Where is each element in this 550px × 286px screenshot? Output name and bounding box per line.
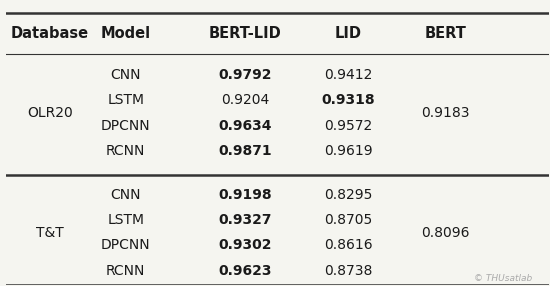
- Text: RCNN: RCNN: [106, 144, 145, 158]
- Text: 0.9412: 0.9412: [324, 68, 372, 82]
- Text: Model: Model: [101, 26, 151, 41]
- Text: OLR20: OLR20: [27, 106, 73, 120]
- Text: 0.9572: 0.9572: [324, 119, 372, 133]
- Text: LID: LID: [334, 26, 361, 41]
- Text: BERT: BERT: [425, 26, 466, 41]
- Text: 0.9623: 0.9623: [218, 264, 272, 278]
- Text: 0.9327: 0.9327: [218, 213, 272, 227]
- Text: 0.8295: 0.8295: [324, 188, 372, 202]
- Text: 0.9318: 0.9318: [321, 94, 375, 108]
- Text: 0.8096: 0.8096: [421, 226, 470, 240]
- Text: Database: Database: [10, 26, 89, 41]
- Text: CNN: CNN: [111, 188, 141, 202]
- Text: 0.9634: 0.9634: [218, 119, 272, 133]
- Text: DPCNN: DPCNN: [101, 119, 151, 133]
- Text: DPCNN: DPCNN: [101, 239, 151, 253]
- Text: 0.9204: 0.9204: [221, 94, 269, 108]
- Text: 0.8705: 0.8705: [324, 213, 372, 227]
- Text: BERT-LID: BERT-LID: [208, 26, 281, 41]
- Text: 0.9871: 0.9871: [218, 144, 272, 158]
- Text: © THUsatlab: © THUsatlab: [474, 274, 532, 283]
- Text: CNN: CNN: [111, 68, 141, 82]
- Text: 0.9183: 0.9183: [421, 106, 470, 120]
- Text: 0.9619: 0.9619: [323, 144, 372, 158]
- Text: LSTM: LSTM: [107, 213, 144, 227]
- Text: T&T: T&T: [36, 226, 64, 240]
- Text: 0.8738: 0.8738: [324, 264, 372, 278]
- Text: LSTM: LSTM: [107, 94, 144, 108]
- Text: 0.9198: 0.9198: [218, 188, 272, 202]
- Text: 0.9792: 0.9792: [218, 68, 272, 82]
- Text: RCNN: RCNN: [106, 264, 145, 278]
- Text: 0.9302: 0.9302: [218, 239, 272, 253]
- Text: 0.8616: 0.8616: [323, 239, 372, 253]
